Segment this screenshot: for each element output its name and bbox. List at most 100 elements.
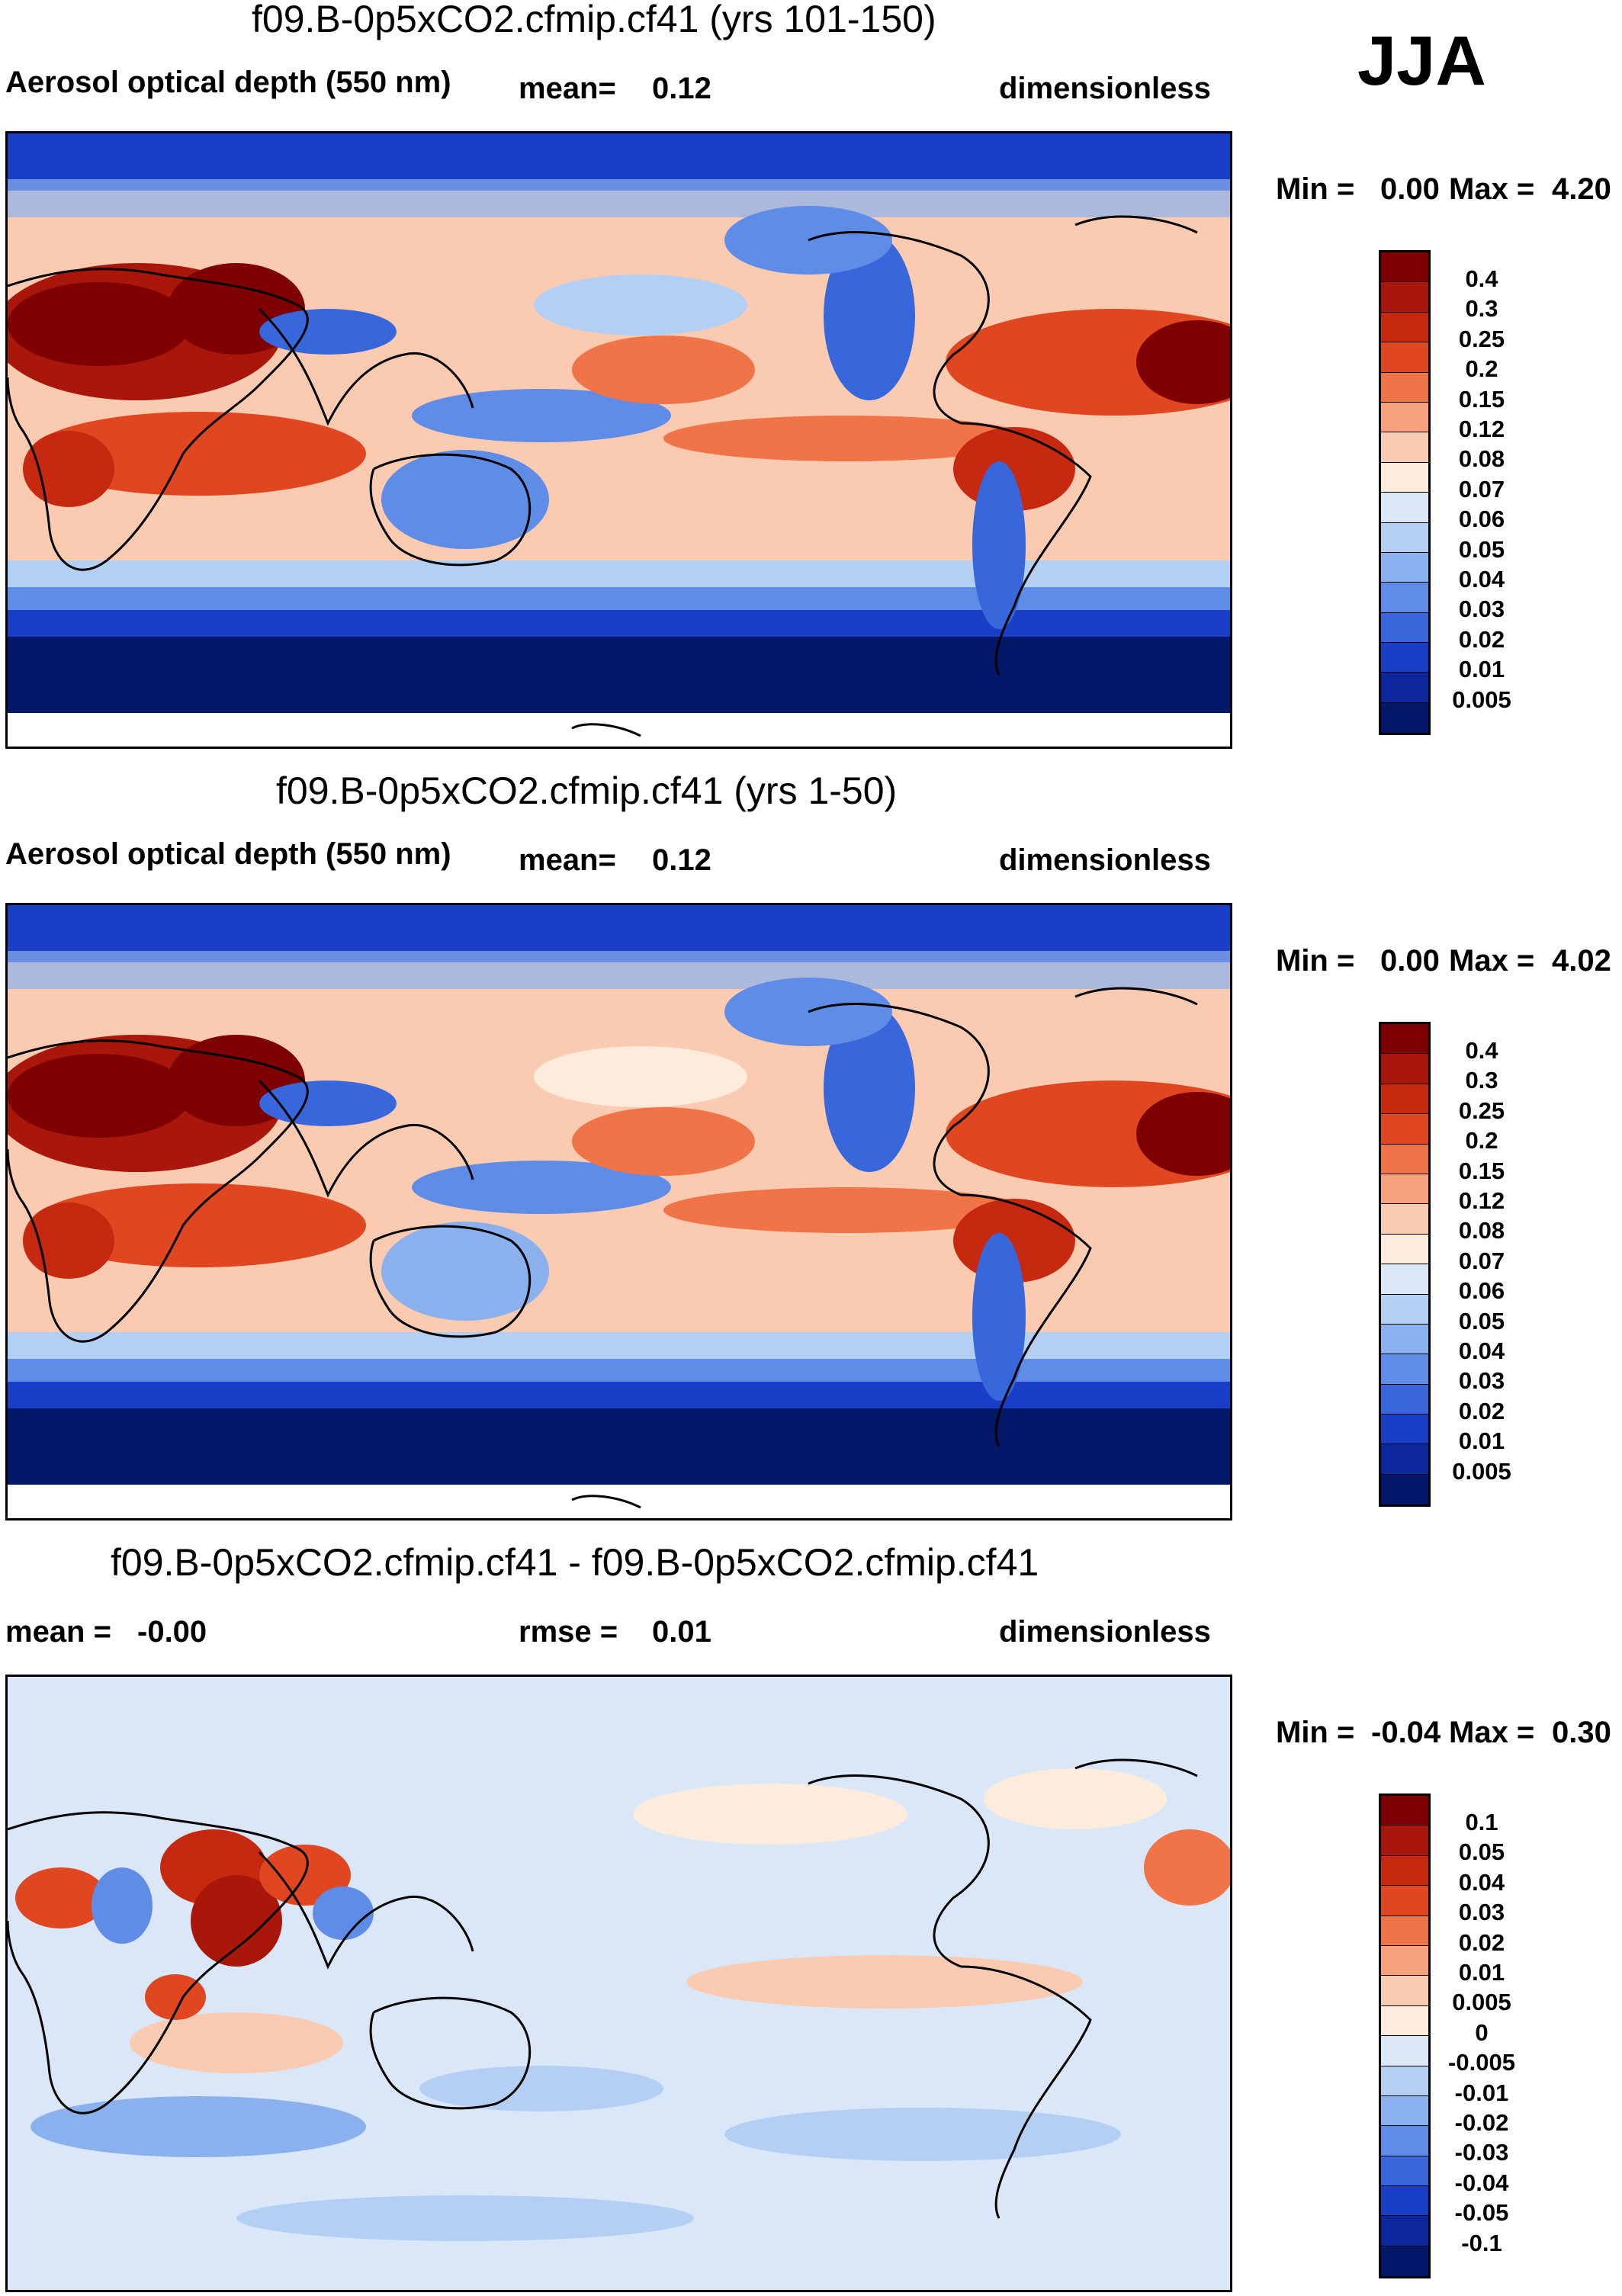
colorbar-label: 0.01 (1458, 1427, 1505, 1455)
panel2-map (5, 903, 1232, 1520)
colorbar-swatch (1381, 1204, 1428, 1235)
panel1-mean-value: 0.12 (652, 72, 711, 105)
colorbar-label: 0.25 (1458, 325, 1505, 352)
panel2-units: dimensionless (999, 843, 1211, 877)
colorbar-swatch (1381, 673, 1428, 703)
colorbar-label: 0.01 (1458, 656, 1505, 683)
colorbar-swatch (1381, 583, 1428, 613)
colorbar-swatch (1381, 1976, 1428, 2006)
colorbar-swatch (1381, 2186, 1428, 2217)
colorbar-swatch (1381, 1054, 1428, 1084)
colorbar-swatch (1381, 312, 1428, 343)
panel3-min-value: -0.04 (1371, 1716, 1441, 1749)
colorbar-label: 0.12 (1458, 416, 1505, 442)
panel2-max-value: 4.02 (1552, 944, 1611, 978)
colorbar-swatch (1381, 1294, 1428, 1325)
panel1-max-value: 4.20 (1552, 172, 1611, 206)
colorbar-swatch (1381, 1234, 1428, 1265)
panel1-title: f09.B-0p5xCO2.cfmip.cf41 (yrs 101-150) (252, 0, 936, 40)
colorbar-label: 0.06 (1458, 1277, 1505, 1305)
colorbar-label: 0.2 (1465, 355, 1498, 383)
colorbar-swatch (1381, 2036, 1428, 2066)
colorbar-label: 0.005 (1452, 1457, 1511, 1485)
colorbar-swatch (1381, 1114, 1428, 1145)
colorbar-swatch (1381, 1444, 1428, 1475)
colorbar-label: 0.05 (1458, 1838, 1505, 1866)
colorbar-label: 0.07 (1458, 1247, 1505, 1274)
colorbar-label: 0.01 (1458, 1959, 1505, 1986)
colorbar-swatch (1381, 1084, 1428, 1115)
colorbar-label: 0.4 (1465, 265, 1498, 292)
colorbar-swatch (1381, 1826, 1428, 1856)
panel1-colorbar (1379, 250, 1431, 735)
colorbar-label: 0.02 (1458, 1397, 1505, 1424)
colorbar-label: -0.04 (1454, 2169, 1509, 2196)
colorbar-swatch (1381, 2246, 1428, 2277)
colorbar-label: 0.12 (1458, 1187, 1505, 1214)
colorbar-swatch (1381, 1324, 1428, 1355)
colorbar-label: 0.04 (1458, 1337, 1505, 1364)
colorbar-swatch (1381, 1384, 1428, 1415)
colorbar-swatch (1381, 2066, 1428, 2096)
panel3-min-label: Min = (1276, 1716, 1355, 1749)
panel1-min-value: 0.00 (1380, 172, 1440, 206)
colorbar-label: 0.04 (1458, 1868, 1505, 1896)
panel3-rmse-label: rmse = (519, 1615, 618, 1649)
colorbar-label: 0 (1475, 2018, 1489, 2046)
panel1-variable: Aerosol optical depth (550 nm) (5, 66, 451, 99)
panel2-variable: Aerosol optical depth (550 nm) (5, 837, 451, 871)
panel3-title: f09.B-0p5xCO2.cfmip.cf41 - f09.B-0p5xCO2… (111, 1541, 1039, 1584)
colorbar-swatch (1381, 1144, 1428, 1174)
colorbar-swatch (1381, 1264, 1428, 1295)
colorbar-label: 0.05 (1458, 535, 1505, 563)
colorbar-swatch (1381, 612, 1428, 644)
panel1-map-field (8, 133, 1230, 747)
panel3-rmse-value: 0.01 (652, 1615, 711, 1649)
colorbar-swatch (1381, 1474, 1428, 1505)
colorbar-label: 0.25 (1458, 1097, 1505, 1124)
panel2-min-label: Min = (1276, 944, 1355, 978)
colorbar-swatch (1381, 282, 1428, 313)
colorbar-swatch (1381, 522, 1428, 553)
panel1-mean-label: mean= (519, 72, 616, 105)
panel2-map-field (8, 905, 1230, 1518)
colorbar-swatch (1381, 702, 1428, 734)
colorbar-swatch (1381, 252, 1428, 283)
panel3-map-field (8, 1677, 1230, 2290)
panel3-units: dimensionless (999, 1615, 1211, 1649)
colorbar-label: 0.03 (1458, 1367, 1505, 1395)
colorbar-swatch (1381, 2126, 1428, 2156)
colorbar-label: 0.005 (1452, 1989, 1511, 2016)
colorbar-label: -0.03 (1454, 2139, 1509, 2166)
colorbar-label: 0.005 (1452, 686, 1511, 713)
colorbar-swatch (1381, 1174, 1428, 1205)
panel2-colorbar (1379, 1022, 1431, 1507)
colorbar-swatch (1381, 462, 1428, 493)
colorbar-label: -0.005 (1448, 2049, 1515, 2076)
colorbar-swatch (1381, 2216, 1428, 2246)
colorbar-label: 0.04 (1458, 566, 1505, 592)
colorbar-label: -0.02 (1454, 2109, 1509, 2136)
colorbar-swatch (1381, 643, 1428, 673)
colorbar-swatch (1381, 552, 1428, 583)
colorbar-swatch (1381, 2005, 1428, 2037)
colorbar-label: 0.08 (1458, 445, 1505, 473)
panel2-mean-value: 0.12 (652, 843, 711, 877)
panel1-map (5, 131, 1232, 749)
panel3-max-label: Max = (1449, 1716, 1535, 1749)
colorbar-swatch (1381, 432, 1428, 463)
panel1-units: dimensionless (999, 72, 1211, 105)
colorbar-label: 0.1 (1465, 1809, 1498, 1835)
panel1-max-label: Max = (1449, 172, 1535, 206)
colorbar-swatch (1381, 1354, 1428, 1385)
colorbar-label: 0.2 (1465, 1127, 1498, 1154)
panel3-map (5, 1675, 1232, 2292)
colorbar-swatch (1381, 493, 1428, 523)
panel3-mean-label: mean = (5, 1615, 111, 1649)
colorbar-swatch (1381, 1945, 1428, 1976)
panel2-mean-label: mean= (519, 843, 616, 877)
colorbar-label: -0.05 (1454, 2199, 1509, 2227)
colorbar-swatch (1381, 402, 1428, 433)
colorbar-label: -0.01 (1454, 2079, 1509, 2106)
colorbar-swatch (1381, 342, 1428, 373)
